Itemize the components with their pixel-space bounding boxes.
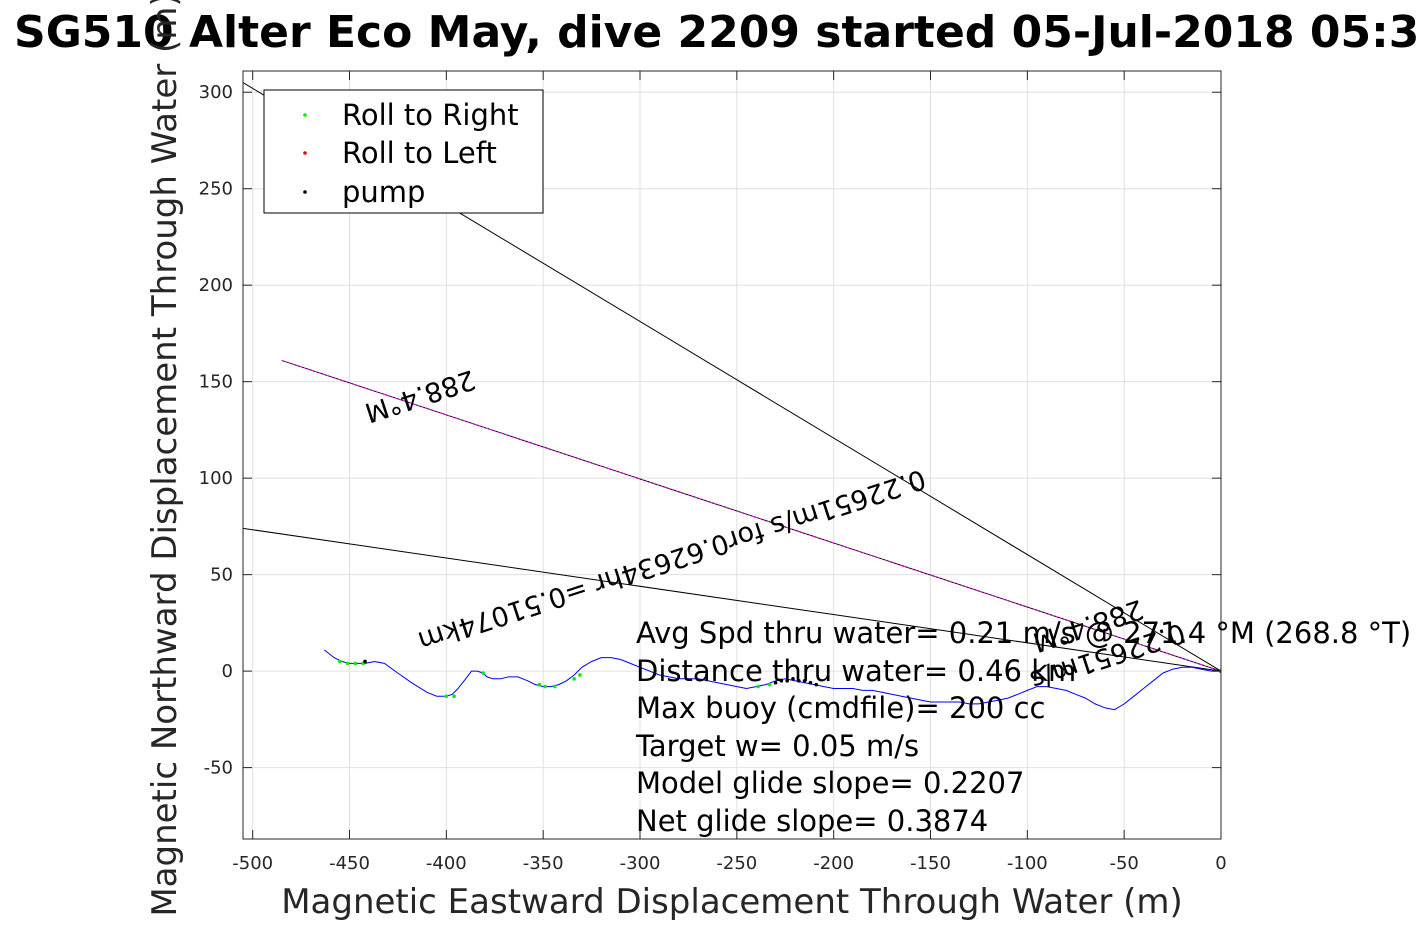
x-tick-label: -500 [232, 853, 273, 874]
roll-right-point [543, 684, 547, 689]
roll-right-point [345, 661, 350, 666]
legend-marker-pump [303, 190, 307, 194]
legend-box [263, 89, 544, 214]
stats-annotations: Avg Spd thru water= 0.21 m/s @ 271.4 °M … [635, 616, 1411, 838]
legend-label-roll-left: Roll to Left [342, 136, 497, 170]
roll-right-point [353, 661, 358, 666]
y-tick-label: 200 [199, 275, 233, 296]
pump-point [779, 678, 784, 683]
legend-marker-roll-right [303, 113, 307, 117]
legend-marker-roll-left [303, 151, 307, 155]
x-tick-label: -50 [1109, 853, 1138, 874]
x-tick-label: -350 [523, 853, 564, 874]
annotation-distance: Distance thru water= 0.46 km [636, 654, 1076, 688]
x-tick-label: -150 [910, 853, 951, 874]
y-tick-label: 100 [199, 468, 233, 489]
pump-point [773, 680, 778, 685]
roll-right-point [552, 684, 557, 689]
x-tick-label: -100 [1007, 853, 1048, 874]
x-tick-label: -300 [620, 853, 661, 874]
pump-point [808, 680, 813, 685]
roll-right-point [338, 659, 342, 664]
chart-title: SG510 Alter Eco May, dive 2209 started 0… [14, 7, 1417, 58]
y-tick-label: 50 [210, 565, 233, 586]
roll-right-point [444, 694, 449, 699]
roll-right-point [578, 673, 582, 677]
legend: Roll to Right Roll to Left pump [263, 89, 544, 214]
pump-point [797, 678, 801, 683]
annotation-net-glide: Net glide slope= 0.3874 [636, 804, 988, 838]
y-tick-label: 150 [199, 372, 233, 393]
y-tick-label: -50 [204, 758, 233, 779]
roll-right-point [572, 677, 576, 681]
annotation-target-w: Target w= 0.05 m/s [635, 729, 919, 763]
plot-frame [242, 70, 1222, 840]
x-tick-label: -200 [813, 853, 854, 874]
y-axis-label: Magnetic Northward Displacement Through … [145, 0, 185, 917]
pump-point [802, 678, 807, 683]
roll-right-point [481, 671, 485, 675]
roll-right-point [756, 684, 760, 689]
reference-line [243, 527, 1221, 672]
annotation-avg-speed: Avg Spd thru water= 0.21 m/s @ 271.4 °M … [636, 616, 1411, 650]
y-tick-label: 250 [199, 179, 233, 200]
pump-point [363, 659, 367, 664]
heading-line-dashed [281, 359, 1221, 672]
x-tick-label: -450 [329, 853, 370, 874]
y-tick-label: 300 [199, 82, 233, 103]
roll-right-point [767, 682, 772, 687]
y-tick-label: 0 [222, 661, 233, 682]
annotation-max-buoy: Max buoy (cmdfile)= 200 cc [636, 691, 1045, 725]
pump-point [814, 682, 819, 687]
roll-right-point [452, 694, 456, 699]
roll-right-point [537, 682, 542, 687]
annotation-model-glide: Model glide slope= 0.2207 [636, 766, 1024, 800]
legend-label-roll-right: Roll to Right [342, 98, 519, 132]
x-tick-label: -400 [426, 853, 467, 874]
legend-label-pump: pump [342, 175, 425, 209]
glider-track [323, 649, 1221, 711]
pump-point [785, 678, 789, 683]
axis-ticks: -500 -450 -400 -350 -300 -250 -200 -150 -100 -50 0… [199, 71, 1227, 874]
x-tick-label: -250 [716, 853, 757, 874]
x-tick-label: 0 [1215, 853, 1226, 874]
pump-point [791, 677, 795, 681]
x-axis-label: Magnetic Eastward Displacement Through W… [281, 882, 1183, 922]
